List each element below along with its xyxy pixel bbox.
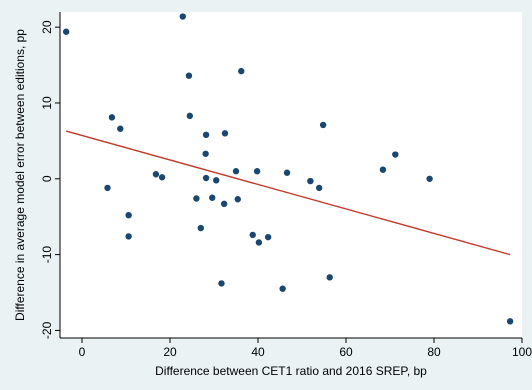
data-point [279, 285, 286, 292]
x-axis-label: Difference between CET1 ratio and 2016 S… [155, 364, 427, 378]
data-point [249, 231, 256, 239]
data-point [253, 168, 261, 175]
data-point [152, 171, 160, 178]
y-tick-label: 0 [40, 175, 54, 182]
data-point [108, 114, 116, 121]
data-point [307, 177, 314, 185]
data-point [202, 150, 209, 157]
data-point [202, 174, 210, 182]
data-point [379, 166, 387, 173]
data-point [238, 67, 245, 75]
x-tick-label: 20 [163, 345, 177, 359]
data-point [158, 174, 166, 181]
x-tick-label: 0 [79, 345, 86, 359]
data-point [213, 177, 220, 184]
data-point [218, 280, 225, 287]
data-point [185, 72, 193, 79]
data-point [283, 169, 291, 176]
data-point [220, 200, 228, 208]
data-point [315, 184, 323, 192]
data-point [117, 125, 124, 132]
data-point [326, 274, 333, 281]
data-point [209, 194, 216, 201]
y-tick-label: -10 [40, 246, 54, 264]
data-point [234, 196, 241, 203]
data-point [179, 13, 186, 20]
data-point [426, 175, 433, 182]
y-tick-label: 20 [40, 20, 54, 34]
data-point [125, 233, 132, 240]
data-point [255, 239, 263, 246]
fit-line-group [65, 130, 511, 256]
points-group [62, 13, 514, 325]
data-point [104, 184, 111, 192]
axes: 0 20 40 60 80 100 -20 -10 0 10 20 [40, 12, 532, 359]
y-tick-label: 10 [40, 96, 54, 110]
data-point [392, 151, 399, 158]
x-tick-label: 80 [427, 345, 441, 359]
data-point [232, 168, 240, 175]
x-tick-label: 60 [339, 345, 353, 359]
data-point [506, 318, 514, 325]
y-axis-label: Difference in average model error betwee… [13, 29, 27, 321]
data-point [202, 131, 210, 139]
data-point [125, 211, 132, 219]
data-point [193, 195, 200, 202]
y-tick-label: -20 [40, 321, 54, 339]
x-tick-label: 40 [251, 345, 265, 359]
data-point [186, 112, 193, 120]
data-point [319, 121, 327, 129]
data-point [62, 28, 70, 35]
data-point [197, 224, 204, 232]
fit-line [65, 130, 511, 256]
x-tick-label: 100 [512, 345, 532, 359]
plot-area [60, 12, 522, 338]
data-point [264, 233, 272, 241]
data-point [221, 130, 229, 137]
